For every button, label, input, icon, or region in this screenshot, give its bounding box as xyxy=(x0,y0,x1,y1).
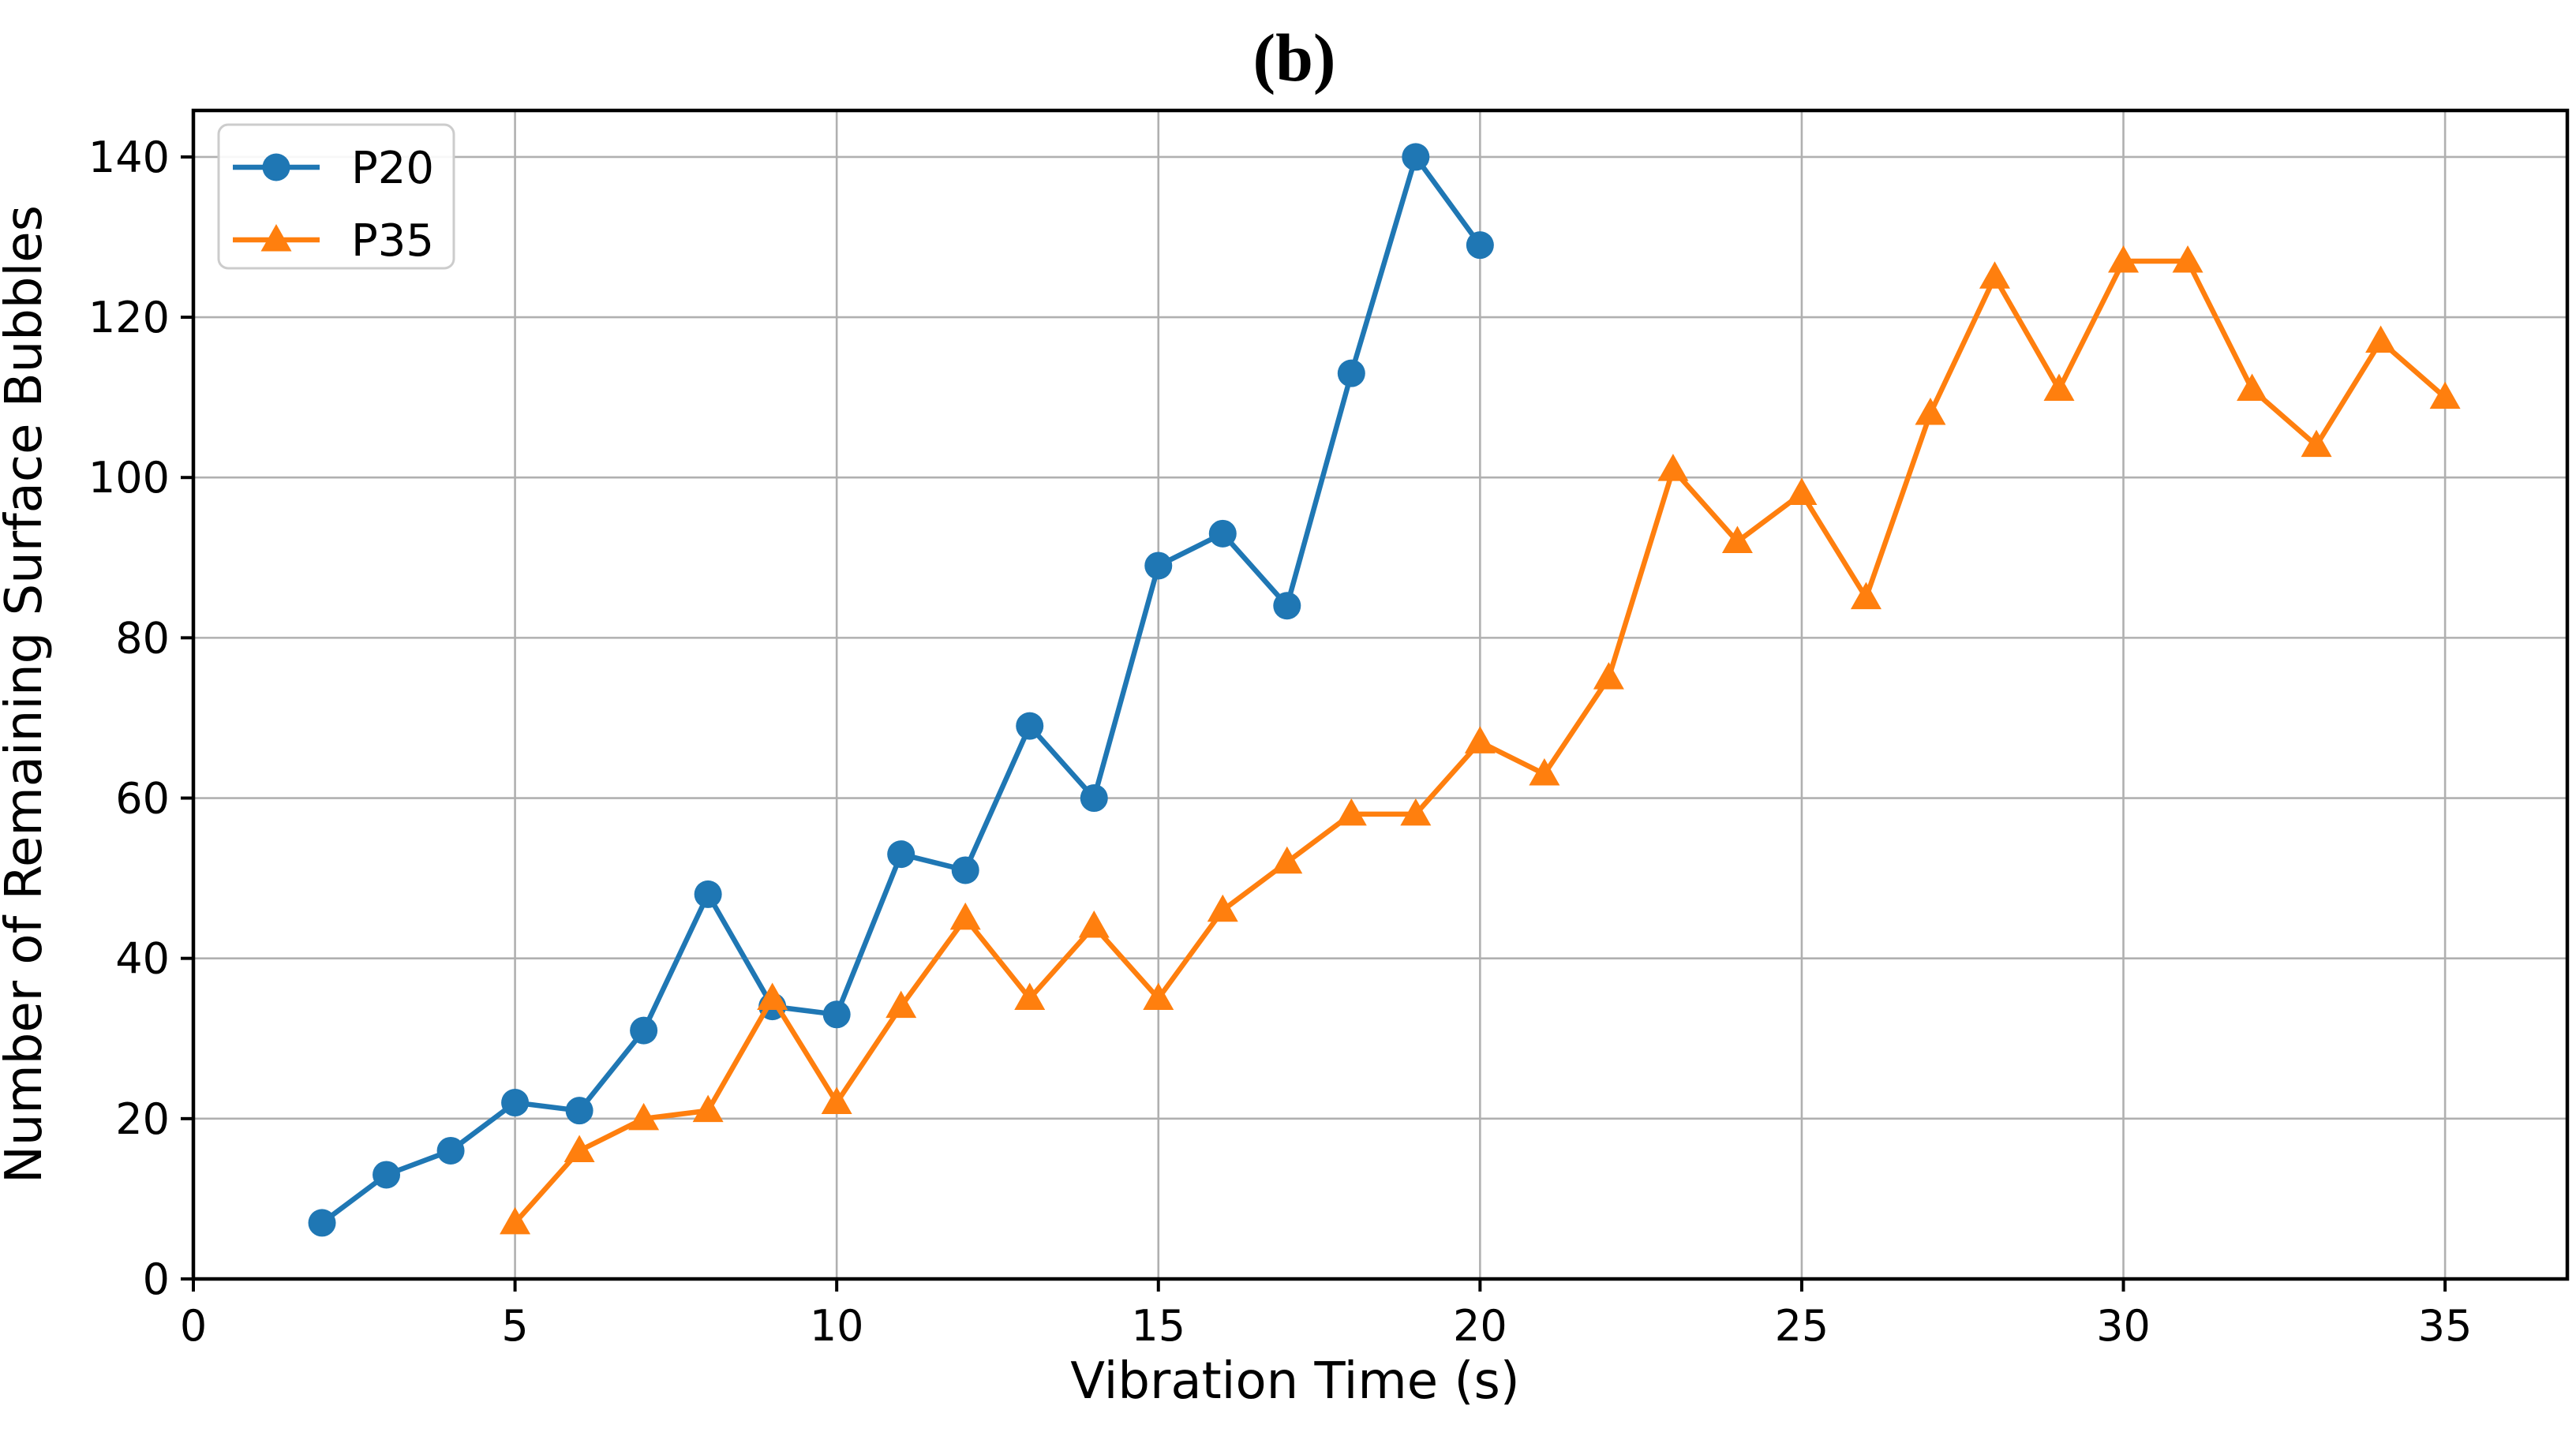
series-p20-marker xyxy=(822,1000,851,1029)
series-p20-marker xyxy=(1273,592,1301,620)
series-p35-marker xyxy=(1400,798,1432,826)
y-tick-label: 0 xyxy=(143,1254,170,1304)
grid-lines xyxy=(193,110,2567,1279)
x-tick-label: 20 xyxy=(1453,1301,1507,1351)
series-p20-marker xyxy=(694,880,722,908)
legend-circle-marker xyxy=(262,153,290,181)
x-tick-label: 15 xyxy=(1131,1301,1185,1351)
y-tick-label: 20 xyxy=(115,1094,170,1144)
series-p35-marker xyxy=(2237,373,2268,401)
series-p35-marker xyxy=(1529,758,1560,786)
series-p35-marker xyxy=(1078,910,1110,938)
series-p20-marker xyxy=(887,840,915,869)
series-p20-marker xyxy=(436,1136,465,1165)
series-p20-marker xyxy=(1208,519,1237,548)
series-p35-marker xyxy=(500,1206,531,1235)
y-tick-label: 80 xyxy=(115,613,170,663)
series-p35-marker xyxy=(564,1135,595,1162)
x-tick-label: 0 xyxy=(180,1301,207,1351)
series-p35-marker xyxy=(1850,581,1881,610)
series-layer xyxy=(308,143,2461,1237)
x-tick-label: 30 xyxy=(2096,1301,2151,1351)
series-p35-marker xyxy=(2429,381,2461,409)
x-tick-label: 10 xyxy=(810,1301,864,1351)
series-p35-marker xyxy=(821,1086,852,1115)
legend-label-p35: P35 xyxy=(351,215,434,267)
series-p35-marker xyxy=(2301,429,2332,458)
series-p35-marker xyxy=(2172,245,2203,273)
legend-entry-p20: P20 xyxy=(233,143,434,194)
series-p20-marker xyxy=(1080,784,1108,813)
series-p35-marker xyxy=(949,902,981,930)
series-p35-marker xyxy=(1786,477,1818,506)
series-p35-marker xyxy=(1207,894,1238,922)
series-p20-marker xyxy=(1466,231,1494,260)
y-tick-label: 60 xyxy=(115,774,170,824)
series-p35-marker xyxy=(1464,726,1496,753)
series-p35-marker xyxy=(2108,245,2140,273)
figure-title: (b) xyxy=(1252,20,1335,95)
series-p35-marker xyxy=(1593,662,1624,690)
series-p20-marker xyxy=(1337,359,1365,387)
series-p35-marker xyxy=(757,982,788,1010)
series-p35-marker xyxy=(2043,373,2075,401)
series-p20-marker xyxy=(308,1209,336,1237)
axis-ticks: 0 5 10 15 20 25 30 35 0 20 40 60 80 100 120 140 xyxy=(88,133,2473,1351)
y-tick-label: 120 xyxy=(88,293,170,342)
legend-label-p20: P20 xyxy=(351,143,434,194)
legend-entry-p35: P35 xyxy=(233,215,434,267)
series-p20-marker xyxy=(630,1016,658,1045)
series-p35-marker xyxy=(1979,261,2010,289)
series-p35-marker xyxy=(1657,454,1689,481)
series-p35-marker xyxy=(628,1102,660,1131)
series-p20-marker xyxy=(373,1161,401,1189)
series-p35-marker xyxy=(886,990,917,1019)
series-p20-marker xyxy=(951,856,979,884)
x-axis-label: Vibration Time (s) xyxy=(1070,1352,1520,1411)
series-p20-marker xyxy=(1144,551,1173,580)
y-tick-label: 100 xyxy=(88,453,170,503)
series-p20-marker xyxy=(1016,712,1044,740)
series-p35-marker xyxy=(1335,798,1367,826)
x-tick-label: 35 xyxy=(2418,1301,2473,1351)
series-p35-marker xyxy=(1721,525,1753,553)
x-tick-label: 5 xyxy=(501,1301,528,1351)
y-axis-label: Number of Remaining Surface Bubbles xyxy=(0,205,54,1183)
series-p35-marker xyxy=(692,1094,724,1123)
series-p20-marker xyxy=(501,1089,530,1117)
series-p35-marker xyxy=(1915,397,1946,425)
y-tick-label: 140 xyxy=(88,133,170,182)
series-p20 xyxy=(308,143,1494,1237)
y-tick-label: 40 xyxy=(115,934,170,984)
x-tick-label: 25 xyxy=(1775,1301,1829,1351)
series-p35-marker xyxy=(1143,982,1174,1010)
series-p35 xyxy=(500,245,2461,1235)
series-p20-marker xyxy=(565,1097,593,1125)
series-p35-marker xyxy=(1271,846,1303,874)
series-p35-marker xyxy=(1014,982,1046,1010)
legend-triangle-marker xyxy=(260,224,292,252)
plot-area-border xyxy=(191,108,2570,1281)
series-p20-marker xyxy=(1402,143,1430,171)
series-p35-marker xyxy=(2365,325,2397,353)
